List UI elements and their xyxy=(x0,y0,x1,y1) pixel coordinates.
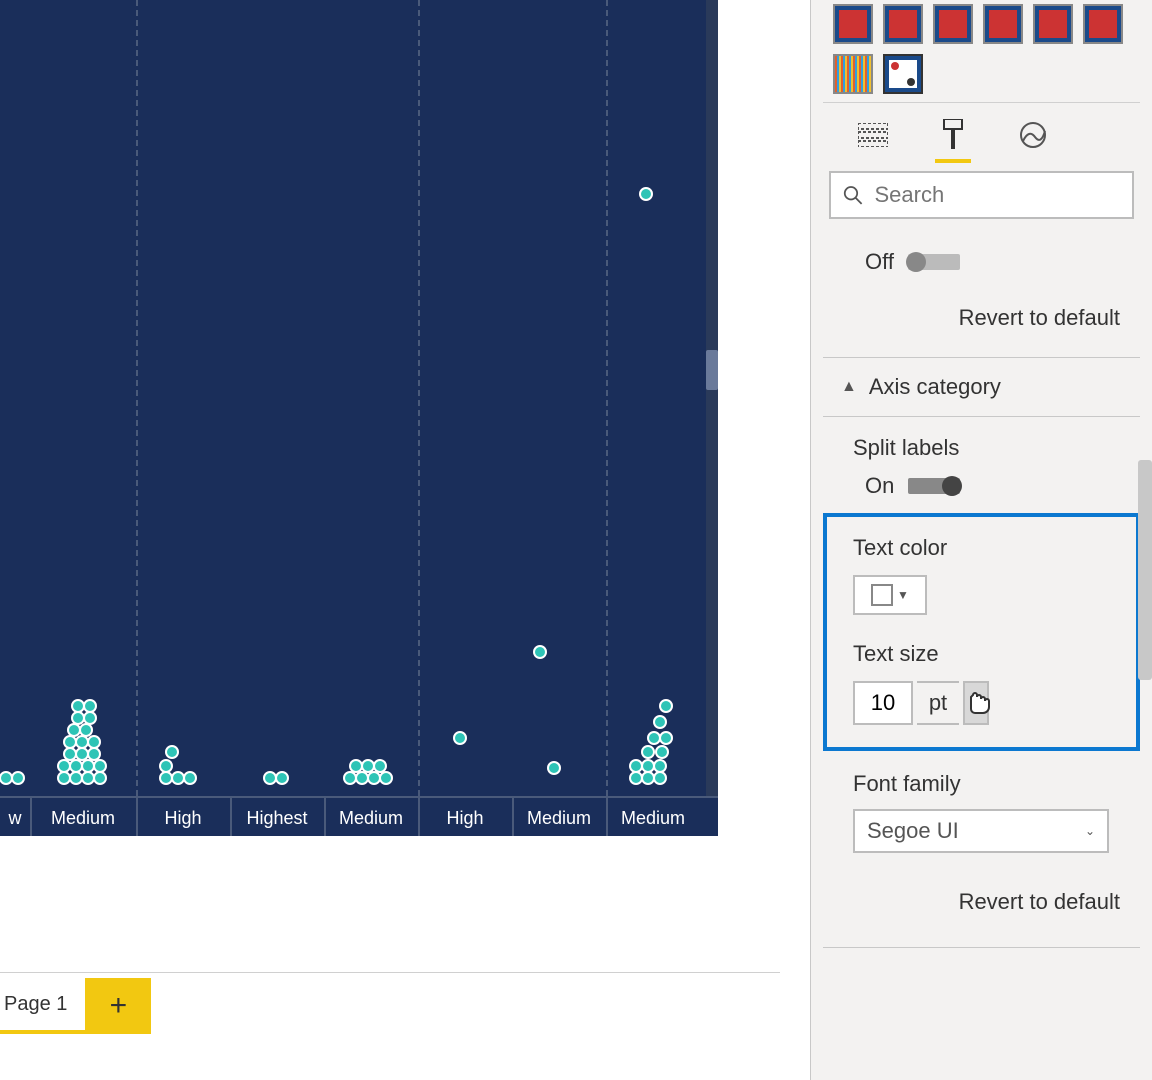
visual-thumb[interactable] xyxy=(883,4,923,44)
axis-category-label: Highest xyxy=(230,798,324,838)
data-point[interactable] xyxy=(165,745,179,759)
search-box[interactable] xyxy=(829,171,1134,219)
data-point[interactable] xyxy=(79,723,93,737)
data-point[interactable] xyxy=(653,759,667,773)
grid-line xyxy=(418,0,420,796)
split-labels-toggle[interactable] xyxy=(908,478,960,494)
data-point[interactable] xyxy=(653,771,667,785)
color-swatch-preview xyxy=(871,584,893,606)
dropdown-caret-icon: ⌄ xyxy=(1085,824,1095,838)
axis-category-label: w xyxy=(0,798,30,838)
report-canvas: wMediumHighHighestMediumHighMediumMedium… xyxy=(0,0,810,1080)
revert-to-default-link[interactable]: Revert to default xyxy=(823,275,1140,351)
data-point[interactable] xyxy=(373,759,387,773)
data-point[interactable] xyxy=(659,731,673,745)
text-size-unit: pt xyxy=(917,681,959,725)
axis-category-label: High xyxy=(418,798,512,838)
text-size-label: Text size xyxy=(853,641,1136,667)
data-point[interactable] xyxy=(639,187,653,201)
data-point[interactable] xyxy=(655,745,669,759)
chart-visual[interactable]: wMediumHighHighestMediumHighMediumMedium xyxy=(0,0,718,836)
data-point[interactable] xyxy=(275,771,289,785)
data-point[interactable] xyxy=(87,735,101,749)
data-point[interactable] xyxy=(93,759,107,773)
axis-category-label: Medium xyxy=(606,798,700,838)
visual-thumb[interactable] xyxy=(833,54,873,94)
data-point[interactable] xyxy=(93,771,107,785)
visual-thumb-selected[interactable] xyxy=(883,54,923,94)
search-icon xyxy=(843,184,863,206)
chart-x-axis: wMediumHighHighestMediumHighMediumMedium xyxy=(0,796,718,836)
chevron-up-icon: ▲ xyxy=(841,378,857,396)
dropdown-caret-icon: ▼ xyxy=(897,588,909,602)
axis-category-label: Medium xyxy=(324,798,418,838)
chart-plot-area xyxy=(0,0,718,796)
axis-category-label: Medium xyxy=(512,798,606,838)
data-point[interactable] xyxy=(11,771,25,785)
data-point[interactable] xyxy=(83,699,97,713)
page-tab-strip: Page 1 + xyxy=(0,972,780,1034)
analytics-tab-icon[interactable] xyxy=(1013,115,1053,155)
font-family-value: Segoe UI xyxy=(867,818,959,844)
visual-gallery-row xyxy=(823,0,1140,102)
split-labels-state: On xyxy=(865,473,894,499)
visual-thumb[interactable] xyxy=(933,4,973,44)
add-page-button[interactable]: + xyxy=(85,978,151,1034)
data-point[interactable] xyxy=(183,771,197,785)
visual-thumb[interactable] xyxy=(833,4,873,44)
visual-thumb[interactable] xyxy=(1033,4,1073,44)
data-point[interactable] xyxy=(83,711,97,725)
axis-category-expander[interactable]: ▲ Axis category xyxy=(823,357,1140,417)
pane-scrollbar-thumb[interactable] xyxy=(1138,460,1152,680)
data-point[interactable] xyxy=(87,747,101,761)
data-point[interactable] xyxy=(659,699,673,713)
visual-thumb[interactable] xyxy=(983,4,1023,44)
search-input[interactable] xyxy=(875,182,1121,208)
highlighted-settings-group: Text color ▼ Text size 10 pt xyxy=(823,513,1140,751)
data-point[interactable] xyxy=(453,731,467,745)
pane-tab-row xyxy=(823,102,1140,155)
grid-line xyxy=(606,0,608,796)
font-family-dropdown[interactable]: Segoe UI ⌄ xyxy=(853,809,1109,853)
axis-category-title: Axis category xyxy=(869,374,1001,400)
text-color-picker[interactable]: ▼ xyxy=(853,575,927,615)
axis-category-label: Medium xyxy=(30,798,136,838)
format-tab-icon[interactable] xyxy=(933,115,973,155)
split-labels-label: Split labels xyxy=(853,435,1140,461)
generic-toggle-off[interactable] xyxy=(908,254,960,270)
data-point[interactable] xyxy=(547,761,561,775)
fields-tab-icon[interactable] xyxy=(853,115,893,155)
data-point[interactable] xyxy=(653,715,667,729)
revert-to-default-link[interactable]: Revert to default xyxy=(823,853,1140,935)
data-point[interactable] xyxy=(159,759,173,773)
page-tab-1[interactable]: Page 1 xyxy=(0,978,85,1034)
data-point[interactable] xyxy=(533,645,547,659)
text-size-input[interactable]: 10 xyxy=(853,681,913,725)
font-family-label: Font family xyxy=(853,771,1140,797)
chart-scroll-thumb[interactable] xyxy=(706,350,718,390)
toggle-off-label: Off xyxy=(865,249,894,275)
axis-category-label: High xyxy=(136,798,230,838)
text-size-stepper[interactable] xyxy=(963,681,989,725)
chart-scrollbar[interactable] xyxy=(706,0,718,796)
text-color-label: Text color xyxy=(853,535,1136,561)
visual-thumb[interactable] xyxy=(1083,4,1123,44)
data-point[interactable] xyxy=(379,771,393,785)
data-point[interactable] xyxy=(641,745,655,759)
format-pane: Off Revert to default ▲ Axis category Sp… xyxy=(810,0,1152,1080)
grid-line xyxy=(136,0,138,796)
